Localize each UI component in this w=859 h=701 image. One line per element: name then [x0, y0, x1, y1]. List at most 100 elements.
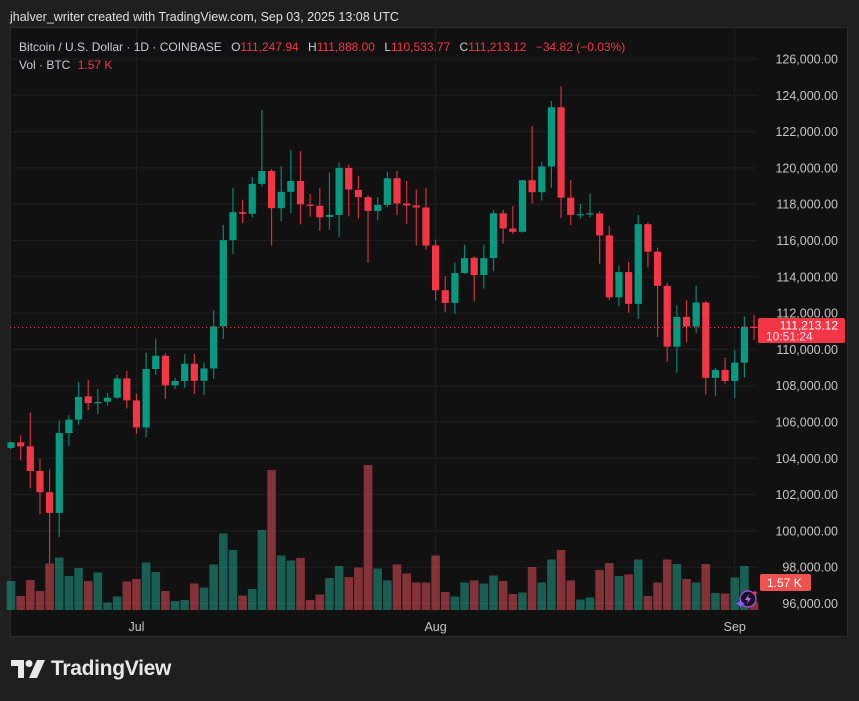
ohlc-row: Bitcoin / U.S. Dollar · 1D · COINBASE O1… [19, 38, 625, 56]
candle-body [354, 189, 362, 198]
candle [702, 300, 710, 395]
candle [383, 171, 391, 208]
volume-bar [247, 589, 257, 610]
volume-bar [672, 564, 682, 610]
candle [489, 209, 498, 272]
volume-bar [93, 572, 103, 610]
candle-body [692, 302, 700, 327]
candle [538, 162, 546, 201]
date-tick-label: Jul [128, 620, 144, 634]
price-tick-label: 120,000.00 [775, 161, 838, 175]
volume-bar [190, 583, 199, 610]
candle [287, 149, 295, 214]
candle [509, 205, 517, 235]
gridlines [10, 28, 757, 612]
volume-bar [16, 596, 25, 610]
price-tick-label: 116,000.00 [776, 234, 838, 248]
volume-bar [460, 582, 469, 610]
candle [576, 203, 584, 219]
candle-body [740, 326, 748, 363]
volume-bar [170, 601, 180, 610]
candle [239, 199, 247, 224]
candle-body [653, 251, 662, 286]
price-tick-label: 114,000.00 [776, 270, 838, 284]
volume-bar [383, 580, 392, 610]
open-label: O [231, 40, 241, 54]
candle-body [142, 369, 150, 428]
volume-bar [180, 600, 189, 610]
candle [161, 353, 169, 399]
volume-bar [267, 470, 276, 610]
volume-bar [315, 594, 325, 610]
candle [46, 469, 54, 564]
candle [248, 177, 256, 218]
tradingview-logo[interactable]: TradingView [11, 657, 171, 681]
volume-bar [334, 566, 344, 610]
candle-body [258, 170, 266, 184]
candle [653, 247, 662, 338]
candle-body [412, 205, 420, 208]
candle-body [248, 183, 256, 214]
candle-body [46, 492, 54, 513]
volume-bar [643, 596, 653, 610]
volume-bar [257, 530, 267, 610]
candle-body [84, 396, 92, 404]
volume-bar [595, 570, 604, 610]
candle-body [634, 224, 642, 304]
candle [132, 393, 141, 434]
countdown-text: 10:51:24 [766, 330, 813, 344]
symbol-title[interactable]: Bitcoin / U.S. Dollar · 1D · COINBASE [19, 40, 222, 54]
candle-body [731, 362, 739, 381]
candle-body [210, 326, 218, 369]
candle-body [615, 272, 623, 298]
logo-text: TradingView [51, 657, 172, 680]
candle [557, 86, 565, 219]
candle-body [586, 213, 594, 215]
candle [731, 350, 739, 399]
candle-body [171, 380, 179, 386]
candle [113, 374, 121, 399]
volume-bar [238, 595, 247, 610]
candle-body [499, 213, 507, 229]
volume-bar [54, 557, 64, 610]
candle-body [480, 258, 488, 275]
candle [460, 244, 469, 275]
volume-bar [537, 582, 547, 610]
candle [422, 187, 430, 250]
close-label: C [459, 40, 469, 54]
candle-body [26, 446, 34, 472]
volume-label[interactable]: Vol · BTC [19, 58, 71, 72]
candle [586, 193, 594, 218]
volume-bar [26, 580, 35, 610]
candle-body [277, 191, 285, 209]
volume-bar [605, 563, 614, 610]
candle-body [432, 245, 440, 291]
candle-body [518, 180, 527, 232]
volume-bar [749, 602, 759, 610]
candle-body [94, 402, 102, 404]
volume-bar [151, 572, 161, 610]
candle-body [181, 363, 189, 381]
candle-body [7, 442, 15, 448]
volume-bar [711, 593, 720, 610]
candle-body [596, 213, 604, 236]
volume-bar [325, 578, 334, 610]
candle [17, 435, 25, 461]
volume-bar [276, 555, 286, 610]
candle [210, 310, 218, 379]
price-axis: 126,000.00 124,000.00 122,000.00 120,000.00… [775, 53, 838, 612]
price-tick-label: 122,000.00 [775, 125, 838, 139]
candle-body [422, 207, 430, 246]
price-tick-label: 104,000.00 [775, 452, 838, 466]
volume-bar [363, 465, 373, 610]
candle [615, 265, 623, 307]
candle-body [335, 167, 343, 215]
lightning-sparkle-icon[interactable] [736, 590, 757, 608]
candle [711, 367, 720, 396]
candle-body [219, 240, 227, 327]
volume-bar [450, 596, 460, 610]
candle-body [200, 368, 208, 381]
price-tick-label: 118,000.00 [776, 198, 838, 212]
volume-bar [305, 600, 315, 610]
